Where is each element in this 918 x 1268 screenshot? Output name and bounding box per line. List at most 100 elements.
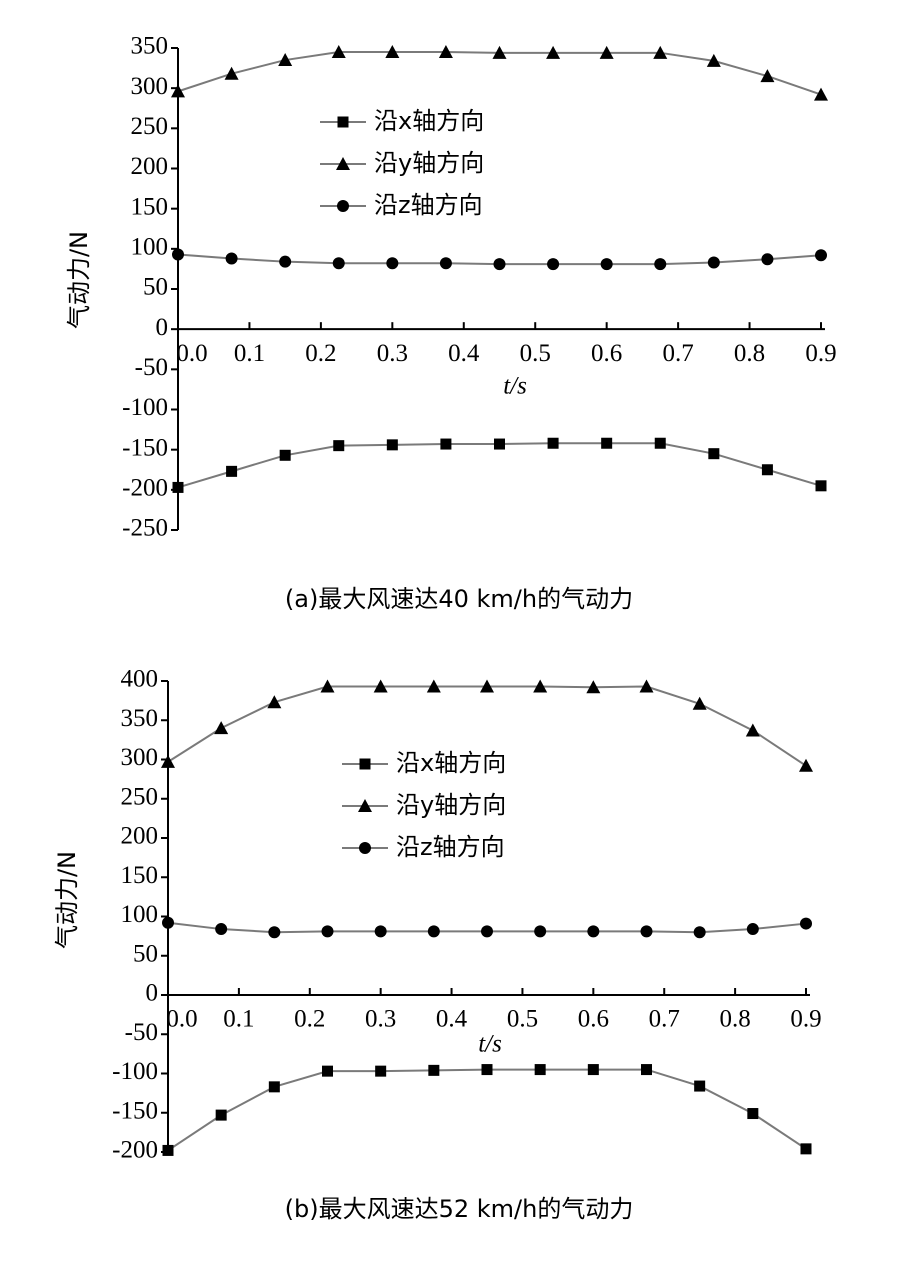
- marker-circle: [439, 257, 452, 270]
- marker-square: [641, 1064, 652, 1076]
- marker-circle: [654, 258, 667, 271]
- x-tick-label: 0.9: [805, 340, 836, 367]
- marker-square: [172, 481, 184, 493]
- marker-triangle: [480, 679, 494, 693]
- y-tick-label: 250: [131, 113, 169, 140]
- y-tick-label: -200: [122, 475, 168, 502]
- marker-square: [654, 437, 666, 449]
- marker-square: [279, 449, 291, 461]
- y-tick-label: 200: [131, 153, 169, 180]
- marker-circle: [481, 925, 493, 938]
- x-tick-label: 0.1: [223, 1006, 254, 1033]
- marker-triangle: [331, 45, 346, 59]
- marker-triangle: [278, 53, 293, 67]
- marker-triangle: [385, 45, 400, 59]
- marker-square: [333, 440, 345, 452]
- marker-circle: [215, 923, 228, 936]
- marker-triangle: [224, 66, 239, 80]
- marker-circle: [279, 255, 292, 268]
- y-tick-label: 0: [146, 980, 159, 1007]
- legend-marker: [359, 758, 371, 770]
- marker-circle: [162, 916, 174, 929]
- marker-square: [322, 1065, 333, 1077]
- marker-square: [815, 480, 827, 492]
- marker-triangle: [320, 679, 335, 693]
- marker-triangle: [639, 679, 654, 693]
- marker-square: [601, 437, 613, 449]
- marker-circle: [587, 925, 600, 938]
- marker-square: [747, 1108, 759, 1120]
- marker-triangle: [760, 69, 775, 83]
- marker-square: [587, 1064, 599, 1076]
- marker-circle: [225, 252, 238, 265]
- marker-circle: [374, 925, 387, 938]
- y-tick-label: 350: [121, 705, 159, 732]
- legend-label: 沿z轴方向: [374, 191, 483, 219]
- x-tick-label: 0.0: [176, 340, 207, 367]
- x-tick-label: 0.0: [166, 1006, 197, 1033]
- y-tick-label: 50: [133, 940, 158, 967]
- marker-triangle: [161, 754, 175, 768]
- marker-square: [494, 438, 505, 450]
- x-tick-label: 0.3: [377, 340, 408, 367]
- legend-label: 沿x轴方向: [374, 107, 484, 135]
- x-tick-label: 0.7: [649, 1006, 680, 1033]
- marker-square: [534, 1064, 546, 1076]
- y-tick-label: 0: [156, 314, 169, 341]
- marker-circle: [746, 923, 759, 936]
- legend-marker: [358, 799, 372, 812]
- legend-marker: [337, 116, 349, 128]
- marker-circle: [534, 925, 547, 938]
- x-tick-label: 0.3: [365, 1006, 396, 1033]
- y-tick-label: -100: [122, 394, 168, 421]
- marker-square: [226, 465, 238, 477]
- x-tick-label: 0.7: [662, 340, 693, 367]
- x-tick-label: 0.2: [294, 1006, 325, 1033]
- marker-triangle: [653, 45, 668, 59]
- marker-square: [428, 1064, 440, 1076]
- y-tick-label: 150: [131, 193, 169, 220]
- marker-square: [481, 1064, 493, 1076]
- marker-square: [215, 1109, 227, 1121]
- marker-square: [708, 448, 720, 460]
- caption: (b)最大风速达52 km/h的气动力: [285, 1195, 634, 1223]
- marker-square: [162, 1144, 174, 1156]
- marker-circle: [386, 257, 399, 270]
- y-tick-label: 250: [121, 783, 159, 810]
- marker-triangle: [706, 53, 721, 67]
- marker-square: [694, 1080, 706, 1092]
- x-tick-label: 0.5: [507, 1006, 538, 1033]
- marker-triangle: [814, 87, 828, 101]
- marker-triangle: [426, 679, 441, 693]
- legend-marker: [337, 200, 349, 212]
- marker-triangle: [546, 45, 561, 59]
- y-tick-label: 200: [121, 823, 159, 850]
- legend-label: 沿y轴方向: [396, 791, 506, 819]
- marker-triangle: [267, 695, 282, 709]
- y-tick-label: 100: [131, 234, 169, 261]
- marker-square: [375, 1065, 387, 1077]
- marker-circle: [321, 925, 334, 938]
- marker-triangle: [692, 696, 707, 710]
- marker-circle: [693, 926, 706, 939]
- x-tick-label: 0.6: [591, 340, 622, 367]
- y-tick-label: -150: [112, 1097, 158, 1124]
- marker-square: [800, 1143, 812, 1155]
- x-axis-label: t/s: [478, 1031, 502, 1058]
- series-line: [177, 442, 822, 489]
- x-tick-label: 0.9: [790, 1006, 821, 1033]
- marker-circle: [640, 925, 653, 938]
- y-tick-label: -150: [122, 434, 168, 461]
- marker-square: [547, 437, 559, 449]
- x-tick-label: 0.4: [448, 340, 480, 367]
- marker-triangle: [492, 45, 507, 59]
- marker-circle: [547, 258, 560, 271]
- x-tick-label: 0.8: [719, 1006, 750, 1033]
- marker-triangle: [438, 45, 453, 59]
- y-tick-label: 150: [121, 862, 159, 889]
- x-tick-label: 0.5: [520, 340, 551, 367]
- marker-triangle: [214, 721, 229, 735]
- x-tick-label: 0.8: [734, 340, 765, 367]
- y-tick-label: -200: [112, 1137, 158, 1164]
